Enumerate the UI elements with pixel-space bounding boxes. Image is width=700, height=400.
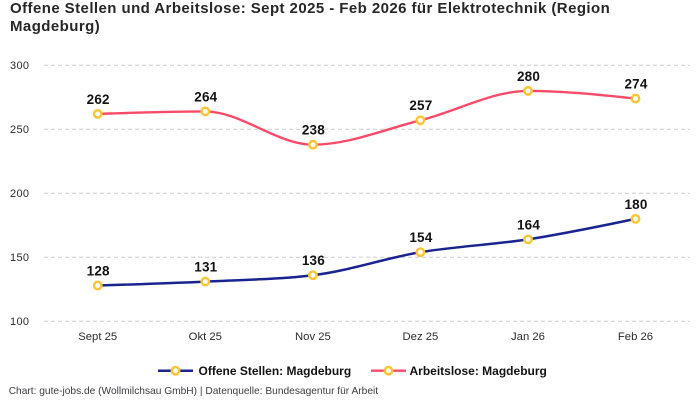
svg-text:Arbeitslose: Magdeburg: Arbeitslose: Magdeburg (410, 364, 547, 378)
svg-text:257: 257 (409, 98, 432, 113)
svg-text:131: 131 (194, 260, 217, 275)
svg-text:Feb 26: Feb 26 (618, 331, 653, 343)
svg-text:Nov 25: Nov 25 (295, 331, 331, 343)
svg-text:Offene Stellen: Magdeburg: Offene Stellen: Magdeburg (199, 364, 352, 378)
svg-text:Okt 25: Okt 25 (189, 331, 222, 343)
svg-text:100: 100 (10, 316, 29, 328)
svg-text:Dez 25: Dez 25 (403, 331, 439, 343)
svg-text:264: 264 (194, 89, 217, 104)
svg-text:136: 136 (302, 253, 325, 268)
svg-text:238: 238 (302, 123, 325, 138)
svg-text:Jan 26: Jan 26 (511, 331, 545, 343)
svg-text:274: 274 (624, 77, 647, 92)
svg-text:150: 150 (10, 252, 29, 264)
svg-text:164: 164 (517, 217, 540, 232)
svg-text:154: 154 (409, 230, 432, 245)
svg-text:180: 180 (624, 197, 647, 212)
svg-text:262: 262 (87, 92, 110, 107)
svg-text:250: 250 (10, 124, 29, 136)
svg-text:300: 300 (10, 60, 29, 72)
svg-text:Sept 25: Sept 25 (78, 331, 117, 343)
svg-text:128: 128 (87, 263, 110, 278)
svg-text:200: 200 (10, 188, 29, 200)
svg-text:280: 280 (517, 69, 540, 84)
